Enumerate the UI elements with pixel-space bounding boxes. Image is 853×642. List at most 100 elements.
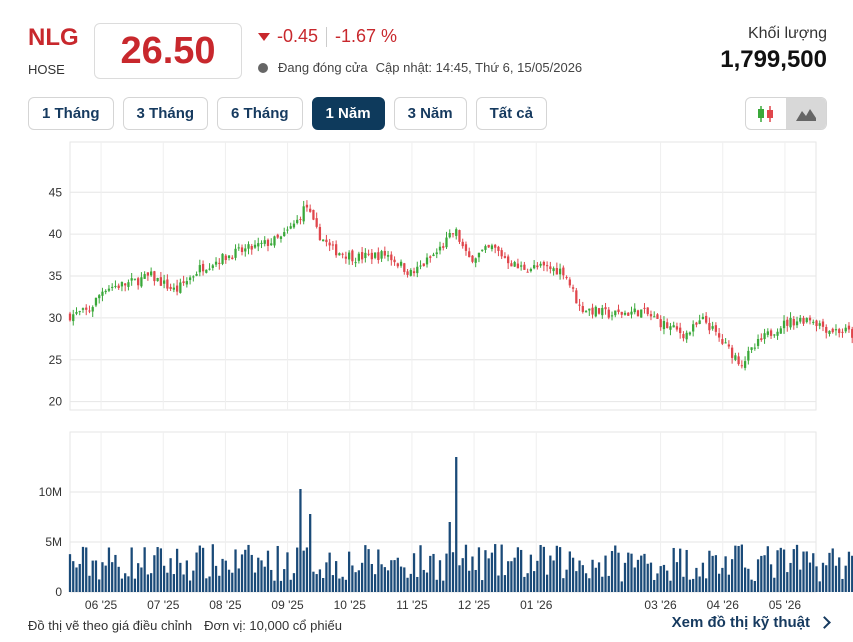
candle-body <box>630 311 633 315</box>
volume-bar <box>516 547 520 592</box>
candle-body <box>688 332 692 335</box>
candle-body <box>747 350 750 361</box>
candle-body <box>406 271 409 275</box>
candle-body <box>240 247 244 253</box>
candle-body <box>500 250 503 257</box>
volume-bar <box>490 552 494 592</box>
volume-bar <box>847 551 851 592</box>
candle-body <box>250 245 253 250</box>
tab-6-months[interactable]: 6 Tháng <box>217 97 303 130</box>
volume-bar <box>78 563 81 592</box>
volume-bar <box>335 561 338 592</box>
volume-bar <box>643 553 646 592</box>
candle-body <box>532 265 536 269</box>
volume-bar <box>526 573 529 592</box>
down-triangle-icon <box>258 32 270 41</box>
candle-body <box>283 232 286 237</box>
volume-bar <box>429 555 432 592</box>
volume-bar <box>701 562 705 592</box>
volume-bar <box>461 558 464 592</box>
candle-body <box>299 219 302 221</box>
candle-body <box>558 268 562 275</box>
candle-body <box>419 265 422 267</box>
volume-bar <box>623 562 627 592</box>
volume-value: 1,799,500 <box>720 46 827 73</box>
candle-body <box>825 326 828 333</box>
candle-body <box>114 285 117 287</box>
volume-bar <box>753 580 756 592</box>
candle-body <box>494 244 497 248</box>
candle-body <box>490 245 494 250</box>
candle-body <box>159 277 163 286</box>
volume-bar <box>584 573 588 592</box>
candle-body <box>675 326 679 330</box>
volume-bar <box>205 578 208 592</box>
candle-body <box>335 244 338 256</box>
volume-bar <box>146 574 150 592</box>
tab-3-years[interactable]: 3 Năm <box>393 97 467 130</box>
price-tick-label: 20 <box>49 395 63 409</box>
candle-body <box>386 255 390 257</box>
candle-body <box>292 223 296 228</box>
candle-body <box>669 326 672 330</box>
candle-body <box>799 317 802 322</box>
volume-bar <box>831 548 834 592</box>
candle-body <box>763 333 766 340</box>
candle-body <box>542 261 546 266</box>
volume-bar <box>214 565 218 592</box>
volume-bar <box>552 560 555 592</box>
candle-body <box>302 206 305 222</box>
volume-bar <box>364 545 367 592</box>
volume-bar <box>331 575 335 592</box>
candlestick-button[interactable] <box>746 98 786 129</box>
tab-1-year[interactable]: 1 Năm <box>311 97 385 130</box>
volume-bar <box>510 561 513 592</box>
volume-bar <box>695 567 698 592</box>
candle-body <box>101 291 104 296</box>
volume-bar <box>296 547 299 592</box>
volume-bar <box>575 571 578 592</box>
tab-all[interactable]: Tất cả <box>475 97 547 130</box>
volume-bar <box>312 571 315 592</box>
candle-body <box>354 262 357 264</box>
candle-body <box>175 285 179 292</box>
candle-body <box>107 288 111 291</box>
volume-bar <box>422 569 425 592</box>
candle-body <box>234 248 237 258</box>
area-chart-button[interactable] <box>786 98 826 129</box>
candle-body <box>571 287 575 289</box>
volume-bar <box>851 555 853 592</box>
volume-bar <box>175 548 179 592</box>
candle-body <box>477 252 481 258</box>
technical-chart-link[interactable]: Xem đồ thị kỹ thuật <box>671 614 831 631</box>
volume-bar <box>309 514 312 592</box>
candle-body <box>721 339 724 344</box>
volume-bar <box>107 547 111 592</box>
change-percent: -1.67 % <box>335 26 398 46</box>
volume-bar <box>192 570 195 592</box>
x-tick-label: 03 '26 <box>644 598 677 610</box>
volume-bar <box>818 581 821 592</box>
candle-body <box>214 261 218 265</box>
candle-body <box>649 314 653 317</box>
volume-bar <box>396 557 399 592</box>
tab-3-months[interactable]: 3 Tháng <box>122 97 209 130</box>
candle-body <box>666 322 669 329</box>
volume-bar <box>133 578 137 592</box>
candle-body <box>516 263 520 269</box>
price-tick-label: 25 <box>49 353 63 367</box>
candle-body <box>244 248 247 252</box>
volume-bar <box>270 569 273 592</box>
volume-bar <box>529 554 533 592</box>
technical-chart-link-label: Xem đồ thị kỹ thuật <box>671 614 810 631</box>
candle-body <box>812 321 815 323</box>
candle-body <box>305 204 309 208</box>
volume-bar <box>471 556 474 592</box>
tab-1-month[interactable]: 1 Tháng <box>28 97 114 130</box>
candle-body <box>510 263 513 267</box>
volume-bar <box>367 549 370 592</box>
candle-body <box>776 331 779 336</box>
candle-body <box>828 330 831 334</box>
volume-bar <box>130 547 133 592</box>
candle-body <box>594 306 597 317</box>
